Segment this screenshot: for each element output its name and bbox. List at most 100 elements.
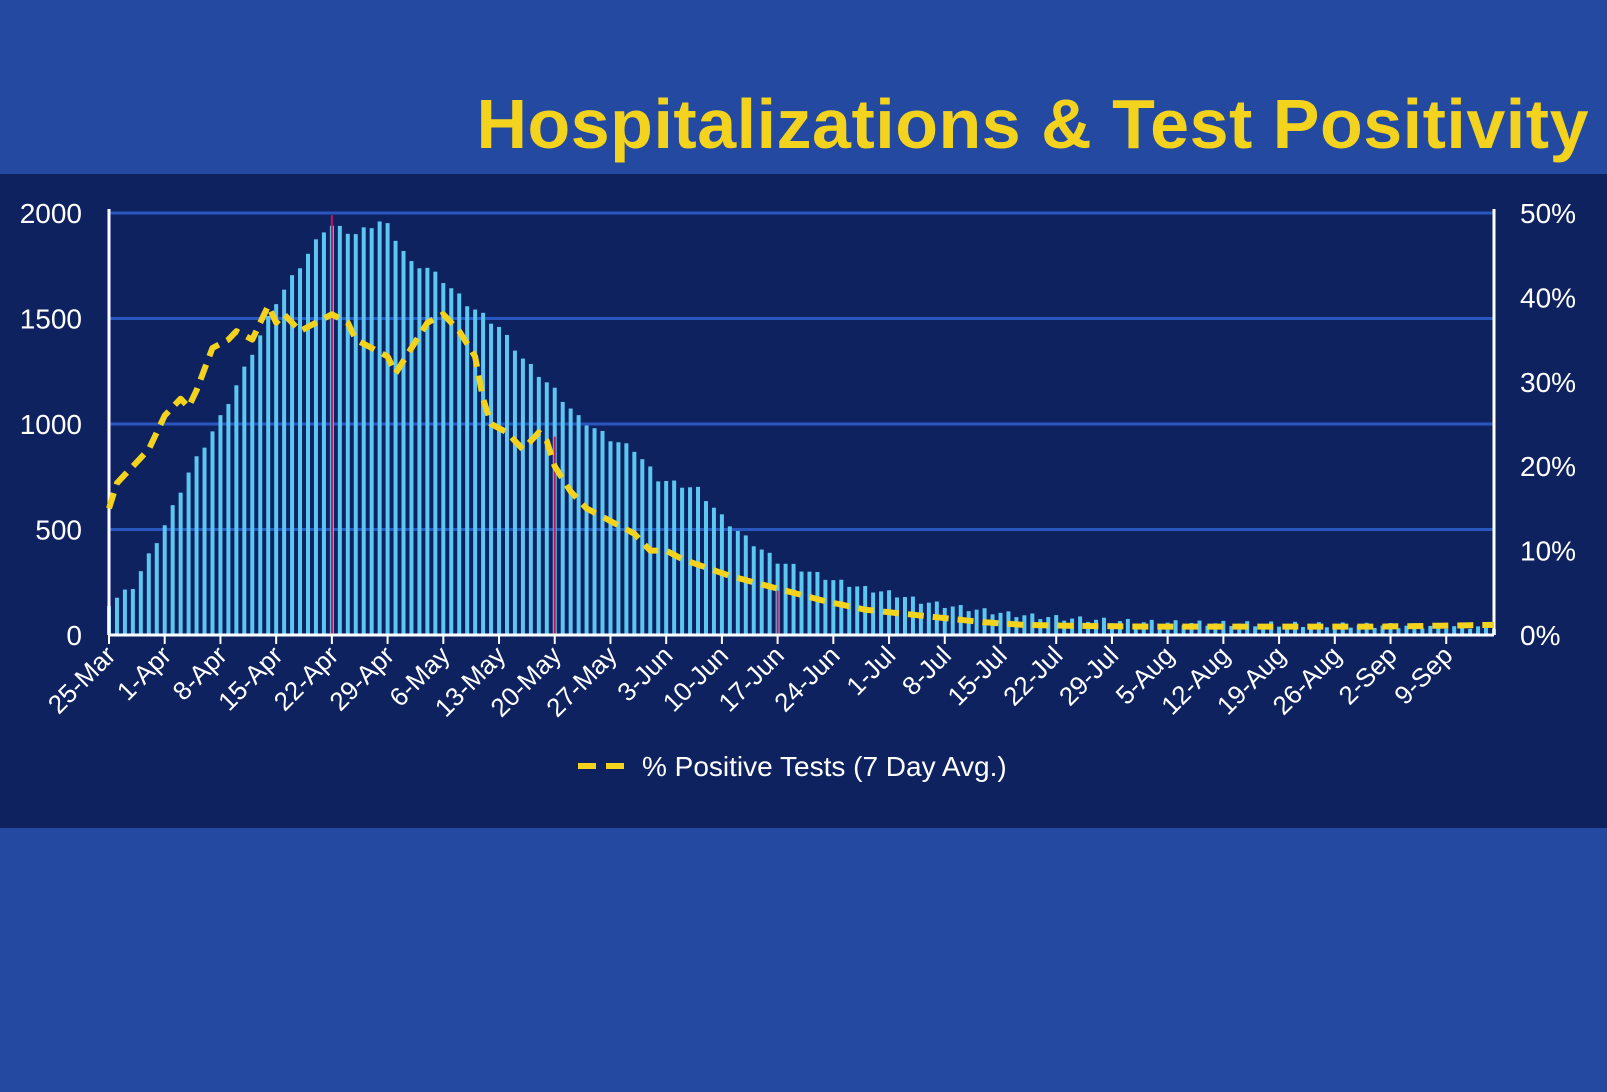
y-right-tick-label: 40% bbox=[1520, 282, 1576, 313]
hospitalization-bar bbox=[664, 480, 669, 635]
hospitalization-bar bbox=[926, 602, 931, 635]
hospitalization-bar bbox=[807, 571, 812, 635]
hospitalization-bar bbox=[767, 552, 772, 635]
hospitalization-bar bbox=[298, 268, 303, 635]
hospitalization-bar bbox=[1380, 625, 1385, 635]
y-left-tick-label: 500 bbox=[35, 515, 82, 546]
hospitalization-bar bbox=[489, 323, 494, 635]
hospitalization-bar bbox=[258, 335, 263, 635]
hospitalization-bar bbox=[1022, 615, 1027, 635]
hospitalization-bar bbox=[178, 492, 183, 635]
chart-panel: 0 500 1000 1500 2000 0% 10% 20% 30% 40% 50% 25-Mar 1… bbox=[0, 174, 1607, 828]
hospitalization-bar bbox=[465, 306, 470, 635]
hospitalization-bar bbox=[616, 442, 621, 635]
hospitalization-bar bbox=[1324, 627, 1329, 635]
hospitalization-bar bbox=[998, 612, 1003, 635]
hospitalization-bar bbox=[1078, 616, 1083, 635]
hospitalization-bar bbox=[1308, 624, 1313, 635]
x-tick-label: 22-Jul bbox=[997, 640, 1068, 711]
hospitalization-bar bbox=[783, 563, 788, 635]
x-tick-label: 29-Jul bbox=[1053, 640, 1124, 711]
hospitalization-bar bbox=[823, 579, 828, 635]
hospitalization-bar bbox=[146, 553, 151, 635]
hospitalization-bar bbox=[457, 293, 462, 635]
hospitalization-bar bbox=[759, 549, 764, 635]
hospitalization-bar bbox=[1348, 627, 1353, 635]
hospitalization-bar bbox=[1285, 624, 1290, 635]
hospitalization-bar bbox=[1253, 626, 1258, 635]
hospitalization-bar bbox=[1484, 623, 1489, 635]
x-tick-label: 2-Sep bbox=[1332, 640, 1402, 710]
hospitalization-bar bbox=[481, 312, 486, 635]
y-left-tick-label: 1500 bbox=[20, 304, 82, 335]
hospitalization-bar bbox=[274, 304, 279, 635]
hospitalization-bar bbox=[194, 456, 199, 635]
hospitalization-bar bbox=[520, 358, 525, 635]
hospitalization-bar bbox=[122, 589, 127, 635]
hospitalization-bar bbox=[576, 415, 581, 635]
hospitalization-bar bbox=[1205, 625, 1210, 635]
hospitalization-bar bbox=[871, 592, 876, 635]
hospitalization-bar bbox=[592, 428, 597, 635]
axes bbox=[107, 209, 1496, 644]
hospitalization-bar bbox=[1054, 615, 1059, 635]
hospitalization-bar bbox=[1412, 623, 1417, 635]
hospitalization-bar bbox=[417, 268, 422, 635]
hospitalization-bar bbox=[306, 253, 310, 635]
y-left-tick-label: 0 bbox=[66, 620, 82, 651]
positivity-series-line bbox=[106, 302, 1495, 630]
chart: 05001000150020000%10%20%30%40%50%25-Mar1… bbox=[20, 198, 1576, 782]
hospitalization-bar bbox=[313, 239, 318, 635]
x-tick-label: 29-Apr bbox=[323, 640, 400, 717]
hospitalization-bar bbox=[879, 591, 884, 635]
hospitalization-bar bbox=[1332, 624, 1337, 635]
hospitalization-bar bbox=[154, 543, 159, 635]
hospitalization-bar bbox=[114, 597, 119, 635]
positivity-line bbox=[106, 302, 1495, 630]
hospitalization-bar bbox=[138, 571, 143, 635]
hospitalization-bar bbox=[202, 447, 207, 635]
y-left-tick-label: 2000 bbox=[20, 198, 82, 229]
hospitalization-bar bbox=[337, 225, 342, 635]
y-left-tick-label: 1000 bbox=[20, 409, 82, 440]
hospitalization-bar bbox=[815, 571, 820, 635]
y-right-tick-label: 0% bbox=[1520, 620, 1560, 651]
hospitalization-bar bbox=[162, 525, 167, 635]
y-right-tick-label: 10% bbox=[1520, 536, 1576, 567]
hospitalization-bar bbox=[1157, 625, 1162, 635]
hospitalization-bar bbox=[600, 430, 605, 635]
hospitalization-bar bbox=[1404, 625, 1409, 635]
hospitalization-bar bbox=[242, 366, 247, 635]
hospitalization-bar bbox=[1300, 626, 1305, 635]
hospitalization-bar bbox=[680, 487, 685, 635]
hospitalization-bar bbox=[266, 315, 271, 635]
hospitalization-bar bbox=[369, 228, 374, 635]
hospitalization-bar bbox=[504, 334, 509, 635]
hospitalization-bar bbox=[1420, 628, 1425, 635]
legend-label: % Positive Tests (7 Day Avg.) bbox=[642, 751, 1007, 782]
hospitalization-bar bbox=[831, 580, 836, 635]
x-tick-label: 1-Apr bbox=[111, 640, 177, 706]
hospitalization-bar bbox=[497, 326, 502, 635]
hospitalization-bar bbox=[632, 451, 637, 635]
x-tick-label: 25-Mar bbox=[42, 640, 122, 720]
hospitalization-bar bbox=[1149, 619, 1154, 635]
hospitalization-bar bbox=[210, 431, 215, 635]
y-right-tick-label: 30% bbox=[1520, 367, 1576, 398]
hospitalization-bar bbox=[656, 481, 661, 635]
hospitalization-bar bbox=[1396, 628, 1401, 635]
y-right-tick-label: 20% bbox=[1520, 451, 1576, 482]
hospitalization-bar bbox=[226, 404, 231, 635]
hospitalization-bar bbox=[282, 289, 287, 635]
hospitalization-bar bbox=[560, 401, 565, 635]
hospitalization-bar bbox=[743, 535, 748, 635]
hospitalization-bar bbox=[1181, 625, 1186, 635]
hospitalization-bar bbox=[345, 233, 350, 635]
hospitalization-bar bbox=[234, 385, 239, 635]
hospitalization-bar bbox=[377, 221, 382, 635]
x-tick-label: 1-Jul bbox=[840, 640, 901, 701]
hospitalization-bar bbox=[1197, 620, 1202, 635]
hospitalization-bar bbox=[974, 609, 979, 635]
x-tick-label: 9-Sep bbox=[1388, 640, 1458, 710]
hospitalization-bar bbox=[425, 267, 430, 635]
